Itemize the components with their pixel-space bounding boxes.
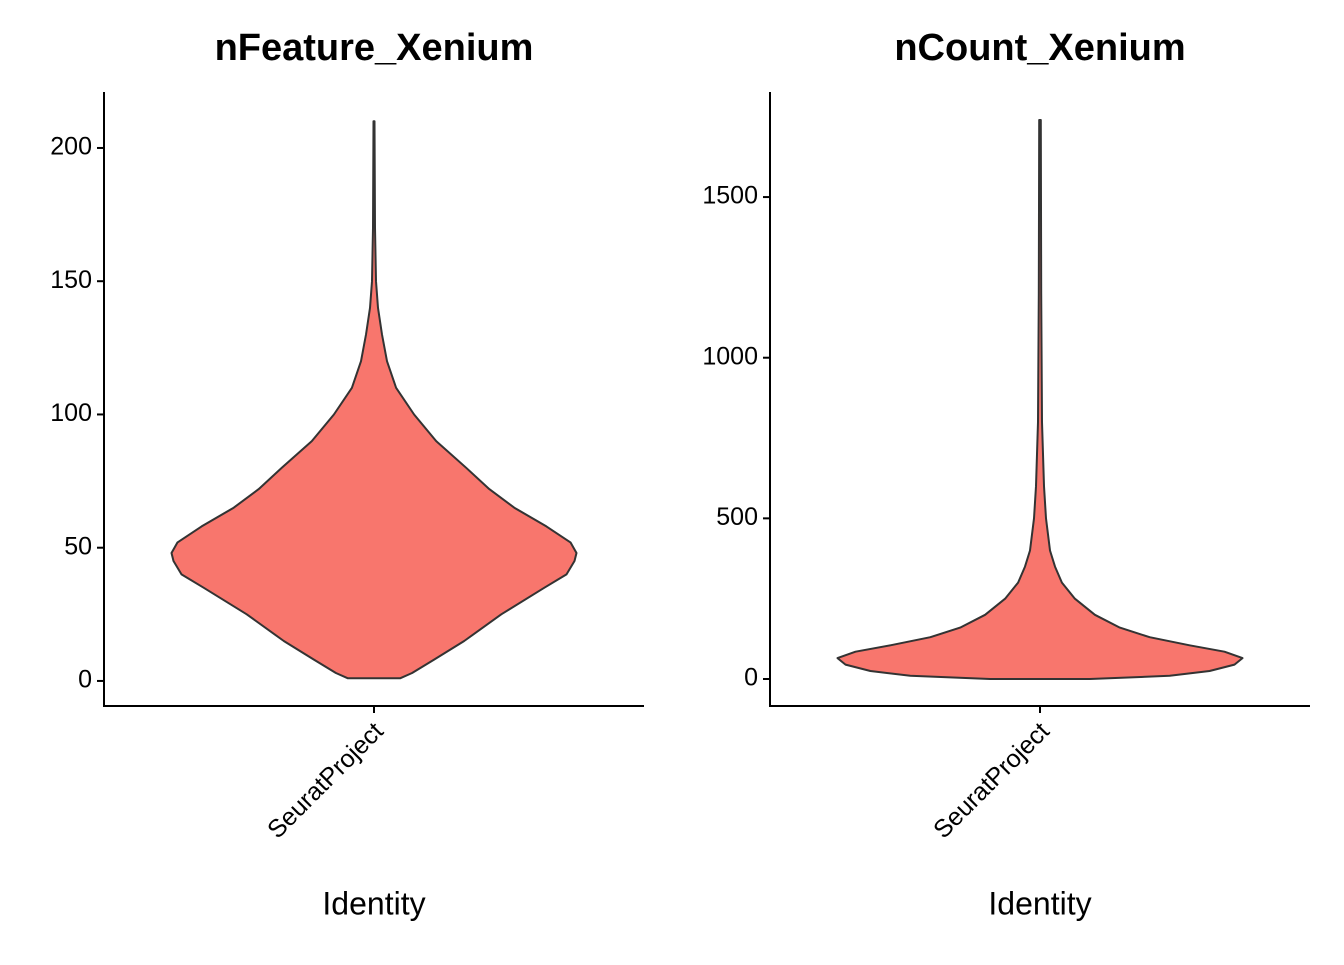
chart-title: nCount_Xenium [894,27,1185,69]
y-tick-label: 200 [50,133,92,161]
y-tick-label: 100 [50,399,92,427]
x-tick-label: SeuratProject [262,717,389,844]
y-tick-label: 50 [64,532,92,560]
y-tick-label: 150 [50,266,92,294]
y-tick-label: 1000 [702,342,758,370]
y-tick-label: 0 [78,666,92,694]
x-tick-label: SeuratProject [928,717,1055,844]
y-tick-label: 500 [716,503,758,531]
chart-title: nFeature_Xenium [215,27,534,69]
x-axis-label: Identity [988,885,1091,921]
violin [836,119,1244,680]
y-tick-label: 1500 [702,182,758,210]
y-tick-label: 0 [744,664,758,692]
violin [170,120,578,680]
x-axis-label: Identity [322,885,425,921]
